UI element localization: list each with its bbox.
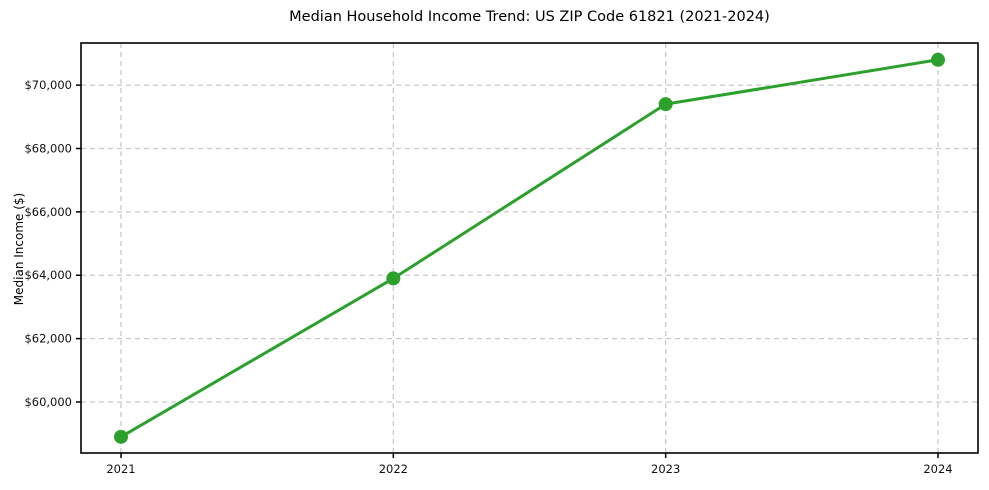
grid-layer xyxy=(81,43,978,453)
y-axis-label: Median Income ($) xyxy=(12,192,26,306)
y-tick-label: $64,000 xyxy=(24,268,72,282)
x-tick-label: 2023 xyxy=(651,462,680,476)
data-point-marker xyxy=(658,97,673,112)
x-tick-label: 2022 xyxy=(379,462,408,476)
y-tick-label: $66,000 xyxy=(24,205,72,219)
tick-label-layer: $60,000 $62,000 $64,000 $66,000 $68,000 $70,0… xyxy=(24,78,952,476)
x-tick-label: 2024 xyxy=(923,462,952,476)
x-tick-label: 2021 xyxy=(106,462,135,476)
trend-line xyxy=(119,58,940,439)
data-point-marker xyxy=(386,271,401,286)
series-layer xyxy=(114,52,945,444)
y-tick-label: $70,000 xyxy=(24,78,72,92)
tick-layer xyxy=(76,84,939,458)
data-point-marker xyxy=(114,429,128,444)
plot-border xyxy=(80,42,979,454)
y-tick-label: $60,000 xyxy=(24,395,72,409)
y-tick-label: $62,000 xyxy=(24,332,72,346)
y-tick-label: $68,000 xyxy=(24,142,72,156)
data-point-marker xyxy=(931,52,945,67)
chart-title: Median Household Income Trend: US ZIP Co… xyxy=(289,9,770,25)
